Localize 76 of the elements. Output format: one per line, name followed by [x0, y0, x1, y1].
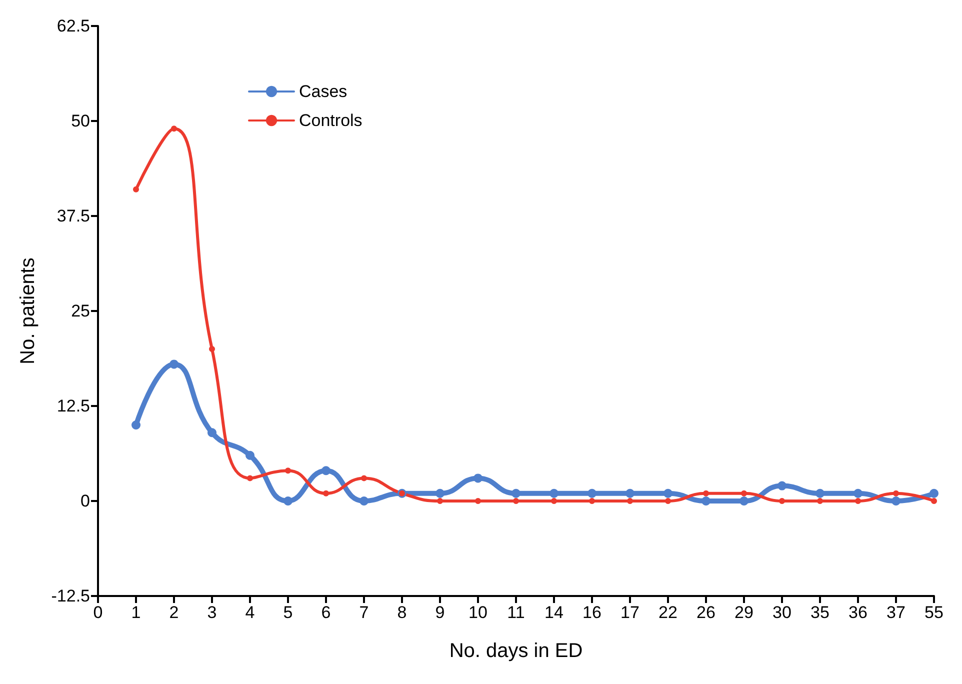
- y-axis-title: No. patients: [17, 258, 39, 364]
- point: [626, 488, 634, 498]
- y-tick-label: -12.5: [51, 586, 90, 606]
- point: [436, 488, 444, 498]
- point: [170, 360, 178, 369]
- x-tick-label: 6: [321, 603, 331, 622]
- point: [550, 488, 558, 498]
- point: [474, 474, 482, 483]
- point: [816, 488, 824, 498]
- y-tick-label: 25: [71, 302, 90, 320]
- point: [930, 488, 938, 498]
- point: [740, 496, 748, 506]
- x-tick-label: 36: [848, 603, 868, 622]
- legend-label: Controls: [299, 111, 362, 130]
- x-tick-label: 55: [924, 603, 944, 622]
- point: [209, 346, 215, 352]
- x-tick-label: 2: [169, 603, 179, 622]
- x-tick-label: 29: [734, 603, 754, 622]
- point: [778, 481, 786, 490]
- point: [664, 488, 672, 498]
- x-tick-label: 4: [245, 603, 255, 622]
- point: [551, 498, 557, 504]
- point: [665, 498, 671, 504]
- point: [512, 488, 520, 498]
- point: [931, 498, 937, 504]
- x-tick-label: 22: [658, 603, 678, 622]
- point: [589, 498, 595, 504]
- x-tick-label: 0: [93, 603, 103, 622]
- y-tick-label: 0: [80, 492, 90, 510]
- point: [855, 498, 861, 504]
- point: [322, 466, 330, 476]
- point: [437, 498, 443, 504]
- x-tick-label: 30: [772, 603, 792, 622]
- point: [323, 490, 329, 496]
- point: [284, 496, 292, 506]
- y-tick-label: 50: [71, 112, 90, 130]
- point: [361, 475, 367, 482]
- point: [892, 496, 900, 506]
- legend-label: Cases: [299, 82, 348, 101]
- point: [475, 498, 481, 504]
- x-tick-label: 14: [544, 603, 564, 622]
- y-tick-label: 37.5: [56, 206, 90, 226]
- x-tick-label: 10: [468, 603, 488, 622]
- point: [247, 475, 253, 482]
- point: [817, 498, 823, 504]
- point: [627, 498, 633, 504]
- x-tick-label: 1: [131, 603, 141, 622]
- y-tick-label: 62.5: [56, 16, 90, 36]
- x-tick-label: 8: [397, 603, 407, 622]
- point: [246, 450, 254, 460]
- x-tick-label: 11: [507, 603, 525, 622]
- point: [513, 498, 519, 504]
- x-axis-title: No. days in ED: [449, 640, 583, 662]
- point: [702, 496, 710, 506]
- point: [854, 488, 862, 498]
- x-tick-label: 3: [207, 603, 217, 622]
- x-tick-label: 16: [582, 603, 602, 622]
- x-tick-label: 37: [886, 603, 906, 622]
- x-tick-label: 26: [696, 603, 716, 622]
- point: [132, 420, 140, 430]
- point: [588, 488, 596, 498]
- x-tick-label: 7: [359, 603, 369, 622]
- point: [208, 428, 216, 438]
- point: [285, 468, 291, 474]
- x-tick-label: 17: [620, 603, 640, 622]
- point: [133, 186, 139, 192]
- x-tick-label: 35: [810, 603, 830, 622]
- point: [703, 490, 709, 496]
- point: [171, 126, 177, 132]
- y-tick-label: 12.5: [56, 396, 90, 416]
- point: [741, 490, 747, 496]
- point: [893, 490, 899, 496]
- point: [779, 498, 785, 504]
- x-tick-label: 9: [435, 603, 445, 622]
- point: [360, 496, 368, 506]
- x-tick-label: 5: [283, 603, 293, 622]
